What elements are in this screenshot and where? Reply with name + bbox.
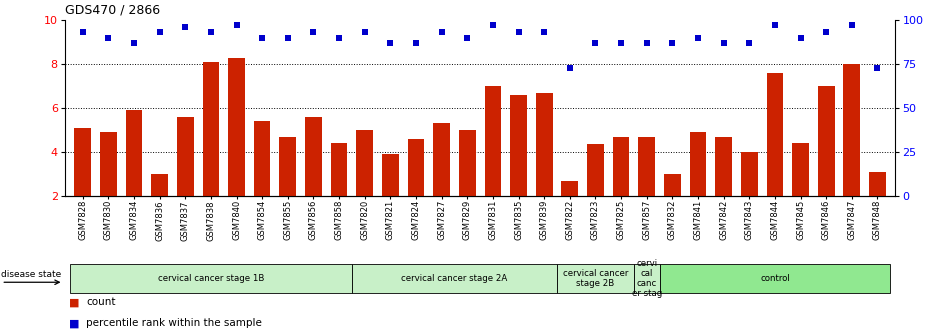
- Text: control: control: [760, 274, 790, 283]
- Point: [280, 35, 295, 40]
- Point: [870, 65, 885, 70]
- Bar: [536, 93, 552, 240]
- Point: [75, 30, 90, 35]
- Bar: [279, 136, 296, 240]
- Bar: [612, 136, 629, 240]
- Point: [434, 30, 449, 35]
- Point: [357, 30, 372, 35]
- Bar: [100, 132, 117, 240]
- Text: count: count: [86, 297, 116, 307]
- Point: [768, 23, 783, 28]
- Bar: [741, 152, 758, 240]
- Text: GDS470 / 2866: GDS470 / 2866: [65, 4, 160, 17]
- Bar: [638, 136, 655, 240]
- Bar: [485, 86, 501, 240]
- Point: [845, 23, 859, 28]
- Bar: [715, 136, 732, 240]
- Bar: [305, 117, 322, 240]
- Bar: [818, 86, 834, 240]
- Point: [588, 40, 603, 46]
- Text: cervical cancer
stage 2B: cervical cancer stage 2B: [562, 269, 628, 288]
- Point: [101, 35, 116, 40]
- Point: [486, 23, 500, 28]
- Text: ■: ■: [69, 319, 80, 328]
- Point: [819, 30, 833, 35]
- Bar: [792, 143, 808, 240]
- Point: [306, 30, 321, 35]
- Point: [254, 35, 269, 40]
- Point: [153, 30, 167, 35]
- Bar: [690, 132, 707, 240]
- Bar: [664, 174, 681, 240]
- FancyBboxPatch shape: [634, 264, 660, 293]
- Point: [613, 40, 628, 46]
- Bar: [331, 143, 348, 240]
- Point: [716, 40, 731, 46]
- FancyBboxPatch shape: [660, 264, 890, 293]
- Text: cervical cancer stage 2A: cervical cancer stage 2A: [401, 274, 508, 283]
- Text: disease state: disease state: [1, 270, 62, 279]
- Bar: [561, 180, 578, 240]
- FancyBboxPatch shape: [70, 264, 352, 293]
- Bar: [844, 64, 860, 240]
- Point: [229, 23, 244, 28]
- Point: [409, 40, 424, 46]
- Bar: [253, 121, 270, 240]
- Point: [512, 30, 526, 35]
- Point: [793, 35, 808, 40]
- Text: ■: ■: [69, 297, 80, 307]
- Bar: [152, 174, 168, 240]
- FancyBboxPatch shape: [352, 264, 557, 293]
- Text: cervical cancer stage 1B: cervical cancer stage 1B: [157, 274, 264, 283]
- FancyBboxPatch shape: [557, 264, 634, 293]
- Point: [562, 65, 577, 70]
- Bar: [459, 130, 475, 240]
- Point: [383, 40, 398, 46]
- Bar: [408, 139, 425, 240]
- Point: [665, 40, 680, 46]
- Point: [178, 25, 192, 30]
- Point: [460, 35, 475, 40]
- Point: [639, 40, 654, 46]
- Bar: [74, 128, 91, 240]
- Text: percentile rank within the sample: percentile rank within the sample: [86, 319, 262, 328]
- Bar: [228, 57, 245, 240]
- Bar: [177, 117, 193, 240]
- Point: [536, 30, 551, 35]
- Bar: [870, 172, 886, 240]
- Text: cervi
cal
canc
er stag: cervi cal canc er stag: [632, 259, 662, 298]
- Point: [691, 35, 706, 40]
- Bar: [126, 110, 142, 240]
- Point: [127, 40, 142, 46]
- Bar: [433, 123, 450, 240]
- Bar: [511, 95, 527, 240]
- Point: [742, 40, 757, 46]
- Bar: [767, 73, 783, 240]
- Point: [332, 35, 347, 40]
- Bar: [587, 144, 604, 240]
- Bar: [203, 62, 219, 240]
- Point: [204, 30, 218, 35]
- Bar: [382, 154, 399, 240]
- Bar: [356, 130, 373, 240]
